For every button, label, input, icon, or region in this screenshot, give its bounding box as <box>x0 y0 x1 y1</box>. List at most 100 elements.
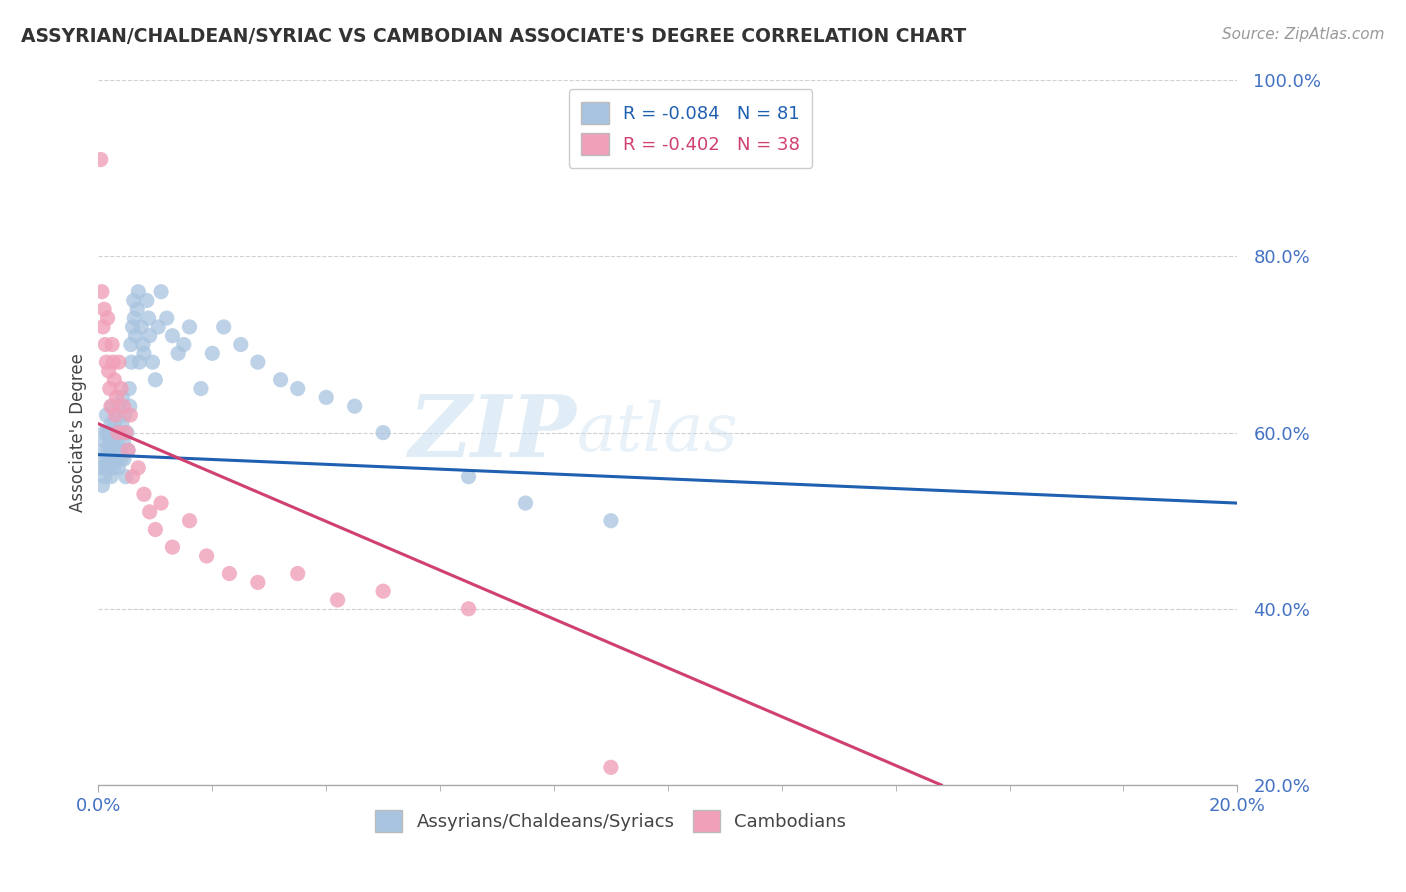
Point <box>101 452 124 467</box>
Point <box>515 496 537 510</box>
Point <box>315 391 337 405</box>
Point <box>127 285 149 299</box>
Point <box>94 461 117 475</box>
Point <box>110 452 132 467</box>
Point <box>120 337 142 351</box>
Point <box>93 302 115 317</box>
Point <box>600 514 623 528</box>
Point <box>105 391 128 405</box>
Text: ZIP: ZIP <box>409 391 576 475</box>
Point <box>212 320 235 334</box>
Point <box>201 346 224 360</box>
Point <box>93 469 115 483</box>
Point <box>91 320 114 334</box>
Y-axis label: Associate's Degree: Associate's Degree <box>69 353 87 512</box>
Point <box>343 399 366 413</box>
Point <box>97 443 120 458</box>
Point <box>108 355 131 369</box>
Point <box>179 320 201 334</box>
Point <box>190 382 212 396</box>
Point <box>98 382 121 396</box>
Point <box>156 311 179 326</box>
Point <box>103 434 125 449</box>
Point <box>108 443 131 458</box>
Point <box>108 399 131 413</box>
Point <box>246 575 269 590</box>
Point <box>108 425 131 440</box>
Point <box>132 337 155 351</box>
Point <box>118 399 141 413</box>
Point <box>100 399 122 413</box>
Point <box>246 355 269 369</box>
Point <box>100 417 122 431</box>
Point <box>122 293 145 308</box>
Legend: Assyrians/Chaldeans/Syriacs, Cambodians: Assyrians/Chaldeans/Syriacs, Cambodians <box>368 803 853 839</box>
Point <box>114 408 136 422</box>
Point <box>97 364 120 378</box>
Point <box>371 584 394 599</box>
Text: atlas: atlas <box>576 400 738 466</box>
Point <box>105 452 128 467</box>
Point <box>96 311 118 326</box>
Point <box>104 425 127 440</box>
Point <box>145 373 167 387</box>
Point <box>138 311 160 326</box>
Text: ASSYRIAN/CHALDEAN/SYRIAC VS CAMBODIAN ASSOCIATE'S DEGREE CORRELATION CHART: ASSYRIAN/CHALDEAN/SYRIAC VS CAMBODIAN AS… <box>21 27 966 45</box>
Point <box>128 355 150 369</box>
Point <box>98 434 121 449</box>
Point <box>114 469 136 483</box>
Point <box>195 549 218 563</box>
Point <box>173 337 195 351</box>
Point <box>98 452 121 467</box>
Point <box>107 461 129 475</box>
Point <box>103 461 125 475</box>
Point <box>129 320 152 334</box>
Point <box>148 320 170 334</box>
Point <box>104 408 127 422</box>
Point <box>127 461 149 475</box>
Point <box>94 337 117 351</box>
Point <box>457 601 479 615</box>
Point <box>162 328 184 343</box>
Point <box>145 523 167 537</box>
Point <box>112 452 135 467</box>
Point <box>114 425 136 440</box>
Point <box>101 337 124 351</box>
Point <box>110 382 132 396</box>
Point <box>117 443 139 458</box>
Point <box>218 566 240 581</box>
Point <box>127 302 149 317</box>
Point <box>112 399 135 413</box>
Point <box>167 346 190 360</box>
Point <box>90 285 112 299</box>
Point <box>150 496 173 510</box>
Point <box>371 425 394 440</box>
Point <box>115 425 138 440</box>
Point <box>120 355 142 369</box>
Point <box>111 391 134 405</box>
Point <box>600 760 623 774</box>
Point <box>124 311 146 326</box>
Point <box>150 285 173 299</box>
Point <box>105 408 128 422</box>
Point <box>104 443 127 458</box>
Point <box>138 328 160 343</box>
Point <box>100 469 122 483</box>
Point <box>96 452 118 467</box>
Point <box>229 337 252 351</box>
Point <box>90 461 112 475</box>
Point <box>124 328 146 343</box>
Point <box>101 399 124 413</box>
Point <box>287 566 309 581</box>
Point <box>97 461 120 475</box>
Point <box>103 417 125 431</box>
Point <box>93 425 115 440</box>
Point <box>132 346 155 360</box>
Point <box>162 540 184 554</box>
Point <box>96 355 118 369</box>
Point <box>326 593 349 607</box>
Point <box>96 425 118 440</box>
Point <box>138 505 160 519</box>
Point <box>91 478 114 492</box>
Point <box>103 355 125 369</box>
